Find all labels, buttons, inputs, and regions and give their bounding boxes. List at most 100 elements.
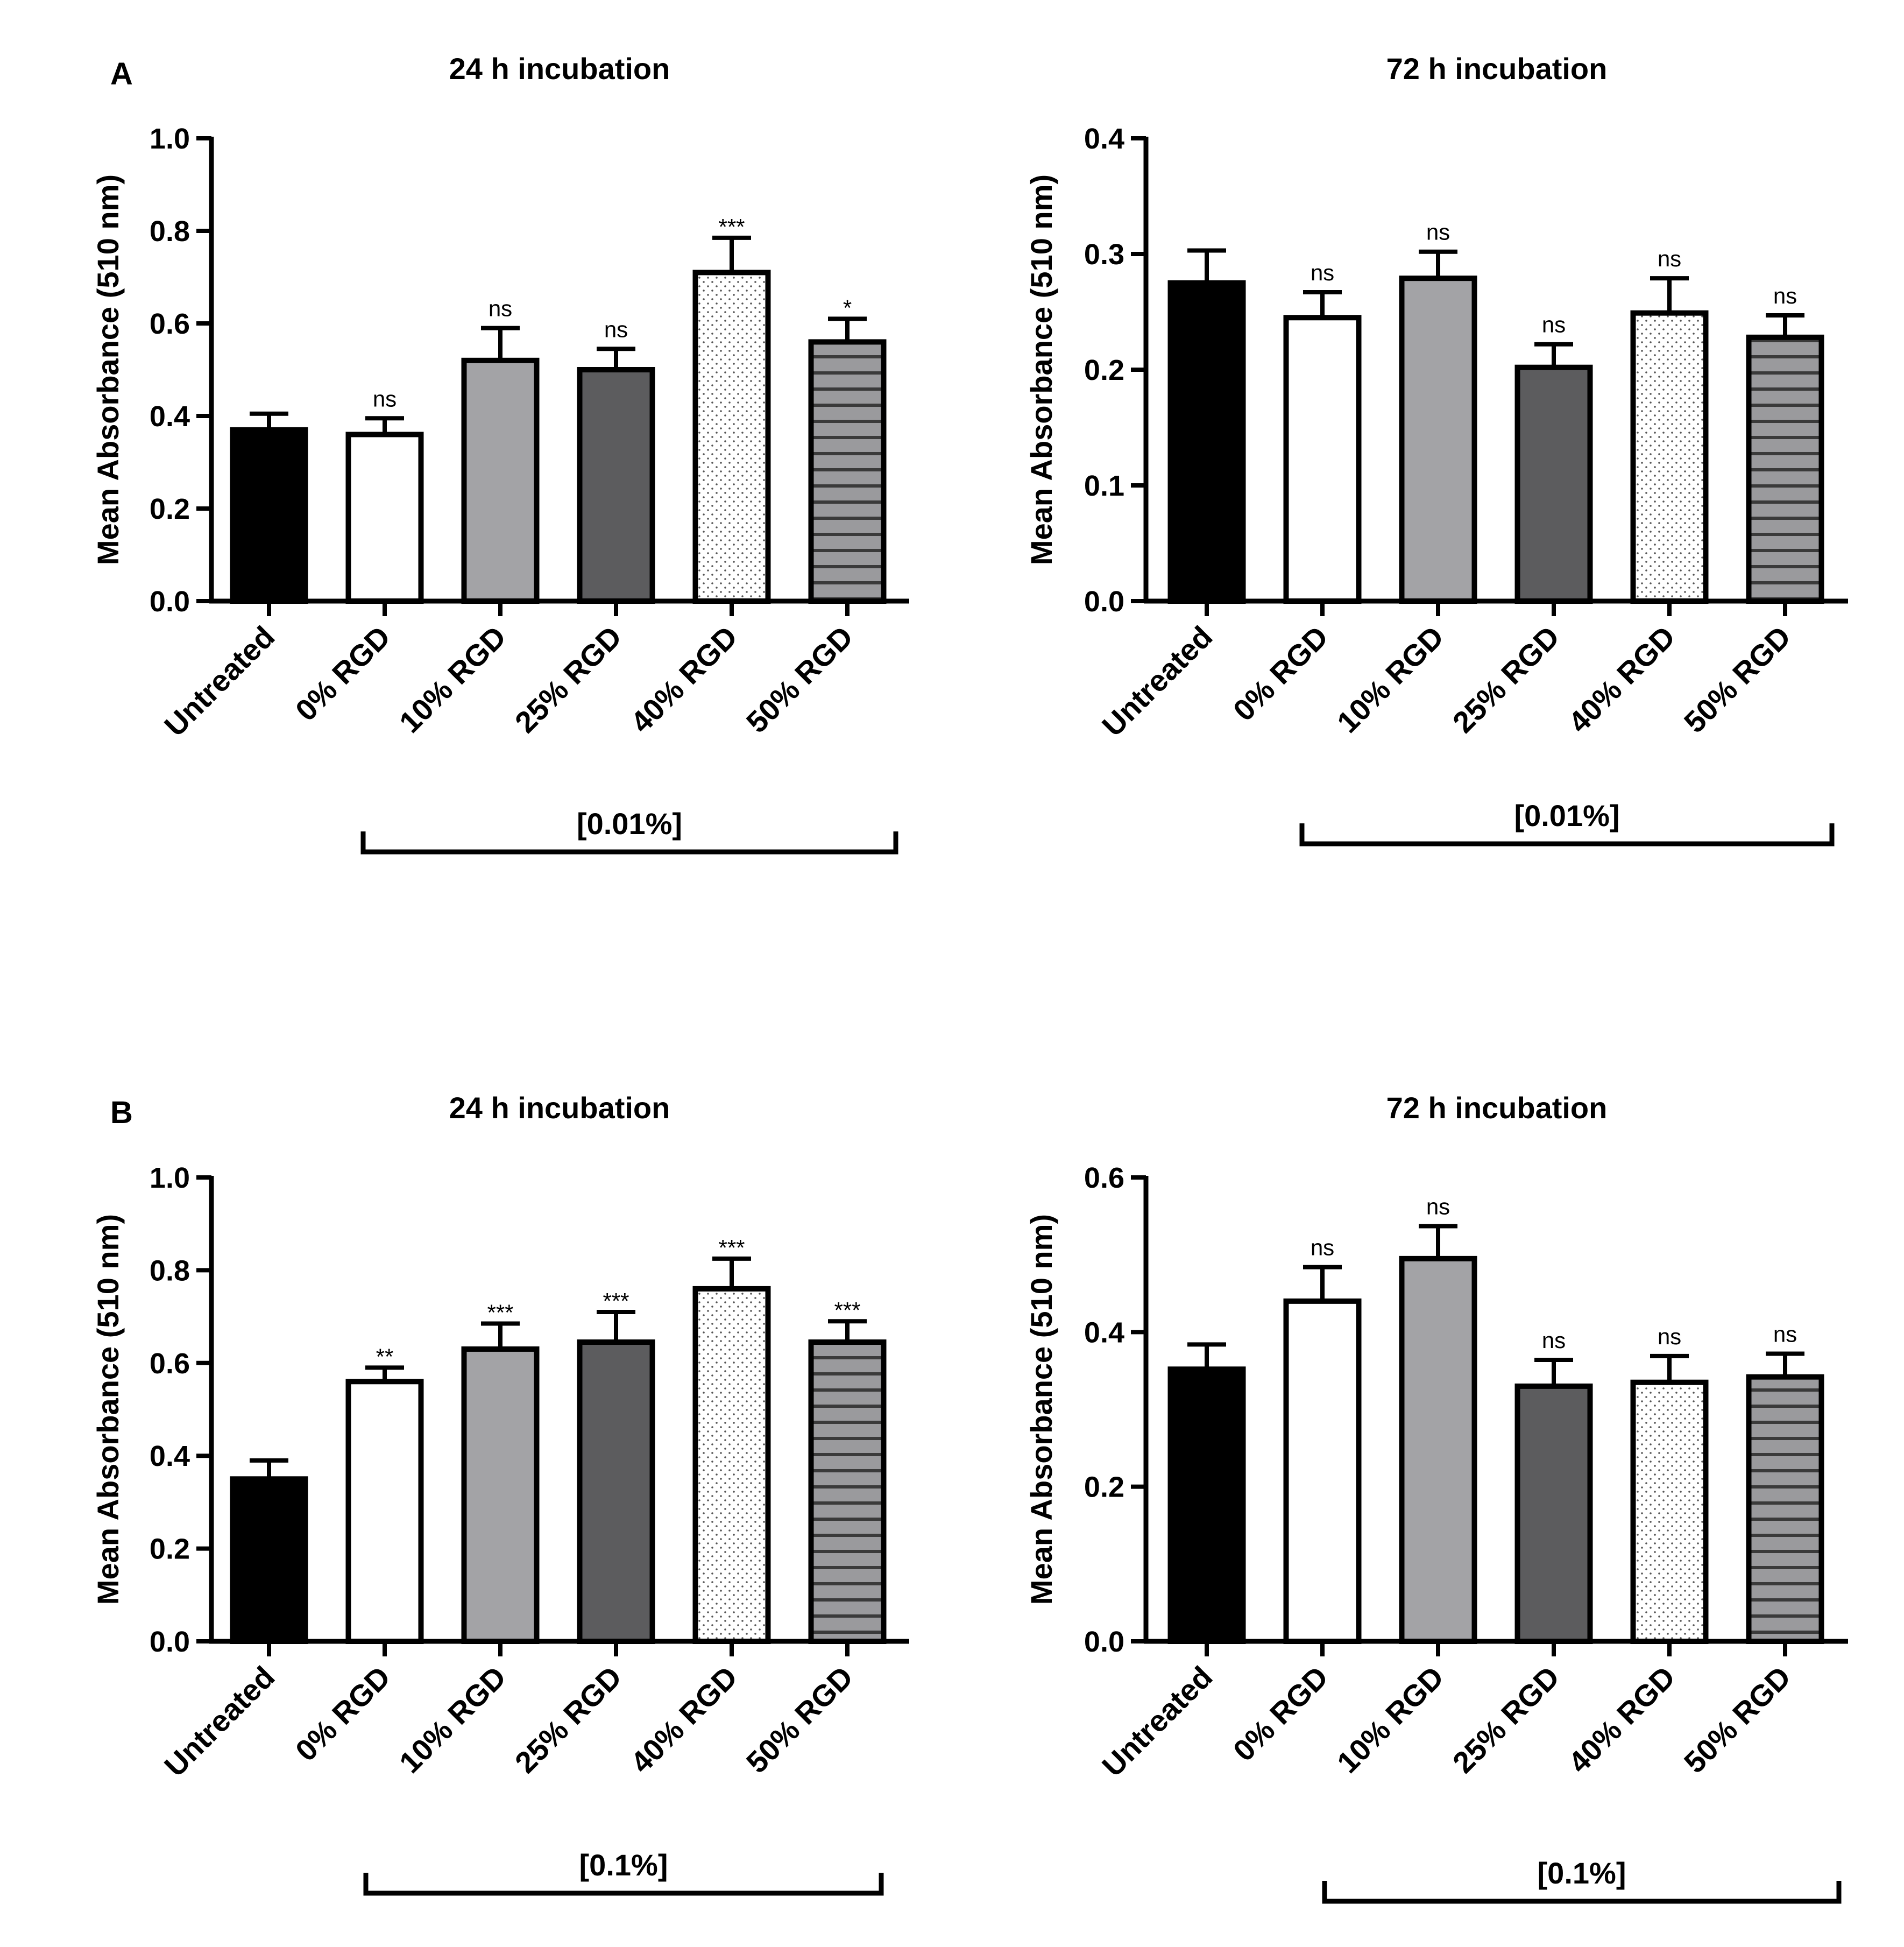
- chart-0-concentration-bracket: [360, 831, 898, 855]
- chart-1-y-tick-label: 0.0: [1084, 585, 1124, 618]
- chart-2-title: 24 h incubation: [449, 1091, 670, 1125]
- chart-0-bar-rgd-40: [692, 270, 771, 604]
- chart-2-x-tick-label-rgd-50: 50% RGD: [740, 1660, 860, 1780]
- chart-2-y-axis-label: Mean Absorbance (510 nm): [91, 1214, 125, 1605]
- chart-1-significance-rgd-40: ns: [1658, 246, 1681, 271]
- chart-0-y-tick-label: 0.4: [150, 400, 190, 433]
- chart-3-y-tick-label: 0.4: [1084, 1316, 1124, 1349]
- chart-2-x-tick-label-rgd-10: 10% RGD: [393, 1660, 513, 1780]
- chart-3-bar-rgd-10: [1399, 1255, 1477, 1645]
- chart-1-significance-rgd-25: ns: [1542, 312, 1566, 337]
- chart-1-x-tick-label-untreated: Untreated: [1095, 619, 1219, 743]
- chart-0-significance-rgd-0: ns: [373, 386, 397, 411]
- chart-1-title: 72 h incubation: [1386, 52, 1608, 86]
- chart-b-72h: 72 h incubation Mean Absorbance (510 nm) 0…: [1024, 1091, 1848, 1904]
- chart-0-x-tick-label-rgd-25: 25% RGD: [508, 619, 628, 739]
- chart-0-bar-rgd-25: [577, 367, 655, 604]
- chart-3-concentration-label: [0.1%]: [1538, 1856, 1626, 1890]
- chart-1-x-tick-label-rgd-50: 50% RGD: [1677, 619, 1797, 739]
- chart-3-x-tick-label-rgd-40: 40% RGD: [1562, 1660, 1682, 1780]
- panel-letter-a: A: [110, 57, 133, 91]
- chart-0-x-tick-label-rgd-40: 40% RGD: [624, 619, 744, 739]
- chart-b-24h: 24 h incubation Mean Absorbance (510 nm) 0…: [91, 1091, 909, 1896]
- chart-2-significance-rgd-25: ***: [603, 1288, 629, 1314]
- chart-0-y-tick-label: 0.2: [150, 493, 190, 525]
- chart-1-y-axis-label: Mean Absorbance (510 nm): [1024, 174, 1058, 565]
- chart-1-significance-rgd-10: ns: [1426, 220, 1450, 245]
- chart-2-y-tick-label: 1.0: [150, 1162, 190, 1194]
- chart-2-significance-rgd-10: ***: [487, 1300, 513, 1325]
- chart-3-x-tick-label-rgd-10: 10% RGD: [1330, 1660, 1450, 1780]
- panel-letter-b: B: [110, 1095, 133, 1130]
- chart-0-x-tick-label-untreated: Untreated: [158, 619, 281, 743]
- chart-3-bar-untreated: [1167, 1366, 1246, 1644]
- chart-3-title: 72 h incubation: [1386, 1091, 1608, 1125]
- chart-2-x-tick-label-rgd-25: 25% RGD: [508, 1660, 628, 1780]
- chart-1-bar-untreated: [1167, 280, 1246, 604]
- chart-0-y-tick-label: 0.8: [150, 215, 190, 248]
- chart-2-y-tick-label: 0.0: [150, 1626, 190, 1658]
- chart-1-y-tick-label: 0.3: [1084, 238, 1124, 271]
- chart-1-bar-rgd-10: [1399, 276, 1477, 604]
- chart-0-y-axis-label: Mean Absorbance (510 nm): [91, 174, 125, 565]
- chart-3-significance-rgd-0: ns: [1311, 1235, 1334, 1260]
- chart-0-concentration-label: [0.01%]: [577, 807, 682, 841]
- chart-1-significance-rgd-50: ns: [1773, 283, 1797, 308]
- chart-2-concentration-bracket: [363, 1873, 884, 1896]
- chart-0-x-tick-label-rgd-0: 0% RGD: [289, 619, 397, 728]
- chart-2-bar-rgd-40: [692, 1286, 771, 1644]
- chart-0-bar-rgd-10: [461, 357, 540, 604]
- chart-a-24h: 24 h incubation Mean Absorbance (510 nm) 0…: [91, 52, 909, 855]
- chart-3-significance-rgd-10: ns: [1426, 1194, 1450, 1219]
- chart-1-bar-rgd-50: [1746, 334, 1824, 604]
- chart-3-y-axis-label: Mean Absorbance (510 nm): [1024, 1214, 1058, 1605]
- chart-1-concentration-bracket: [1299, 823, 1835, 846]
- chart-0-significance-rgd-50: *: [843, 295, 852, 320]
- chart-3-bar-rgd-0: [1283, 1298, 1362, 1645]
- chart-3-y-tick-label: 0.6: [1084, 1162, 1124, 1194]
- chart-0-y-tick-label: 1.0: [150, 123, 190, 155]
- chart-1-bar-rgd-40: [1630, 310, 1709, 604]
- chart-1-y-tick-label: 0.1: [1084, 470, 1124, 502]
- chart-3-bar-rgd-25: [1514, 1383, 1593, 1644]
- chart-2-significance-rgd-40: ***: [718, 1235, 745, 1260]
- chart-0-bar-untreated: [230, 427, 308, 604]
- chart-3-x-tick-label-rgd-0: 0% RGD: [1227, 1660, 1335, 1768]
- chart-1-bar-rgd-25: [1514, 364, 1593, 604]
- chart-1-x-tick-label-rgd-10: 10% RGD: [1330, 619, 1450, 739]
- chart-3-bar-rgd-50: [1746, 1374, 1824, 1644]
- chart-3-significance-rgd-25: ns: [1542, 1328, 1566, 1353]
- chart-2-y-tick-label: 0.8: [150, 1254, 190, 1287]
- chart-3-y-tick-label: 0.0: [1084, 1626, 1124, 1658]
- chart-1-x-tick-label-rgd-40: 40% RGD: [1562, 619, 1682, 739]
- chart-3-significance-rgd-50: ns: [1773, 1322, 1797, 1347]
- chart-0-significance-rgd-25: ns: [604, 316, 628, 342]
- chart-0-significance-rgd-10: ns: [489, 296, 512, 321]
- chart-1-x-tick-label-rgd-0: 0% RGD: [1227, 619, 1335, 728]
- chart-1-concentration-label: [0.01%]: [1514, 799, 1619, 833]
- chart-2-significance-rgd-0: **: [376, 1344, 394, 1369]
- chart-2-x-tick-label-rgd-0: 0% RGD: [289, 1660, 397, 1768]
- chart-0-y-tick-label: 0.0: [150, 585, 190, 618]
- chart-2-concentration-label: [0.1%]: [579, 1848, 668, 1882]
- chart-3-y-tick-label: 0.2: [1084, 1471, 1124, 1504]
- chart-2-bar-rgd-0: [345, 1379, 424, 1645]
- chart-0-x-tick-label-rgd-50: 50% RGD: [740, 619, 860, 739]
- chart-0-x-tick-label-rgd-10: 10% RGD: [393, 619, 513, 739]
- chart-3-x-tick-label-rgd-50: 50% RGD: [1677, 1660, 1797, 1780]
- chart-0-bar-rgd-50: [808, 339, 887, 604]
- chart-0-bar-rgd-0: [345, 432, 424, 604]
- chart-3-significance-rgd-40: ns: [1658, 1324, 1681, 1349]
- chart-2-bar-rgd-25: [577, 1339, 655, 1644]
- chart-2-significance-rgd-50: ***: [834, 1297, 860, 1323]
- chart-3-bar-rgd-40: [1630, 1379, 1709, 1644]
- chart-2-x-tick-label-rgd-40: 40% RGD: [624, 1660, 744, 1780]
- chart-1-y-tick-label: 0.4: [1084, 123, 1124, 155]
- chart-1-y-tick-label: 0.2: [1084, 354, 1124, 386]
- chart-0-y-tick-label: 0.6: [150, 308, 190, 340]
- chart-3-x-tick-label-untreated: Untreated: [1095, 1660, 1219, 1783]
- chart-a-72h: 72 h incubation Mean Absorbance (510 nm) 0…: [1024, 52, 1848, 846]
- chart-3-x-tick-label-rgd-25: 25% RGD: [1446, 1660, 1566, 1780]
- chart-0-title: 24 h incubation: [449, 52, 670, 86]
